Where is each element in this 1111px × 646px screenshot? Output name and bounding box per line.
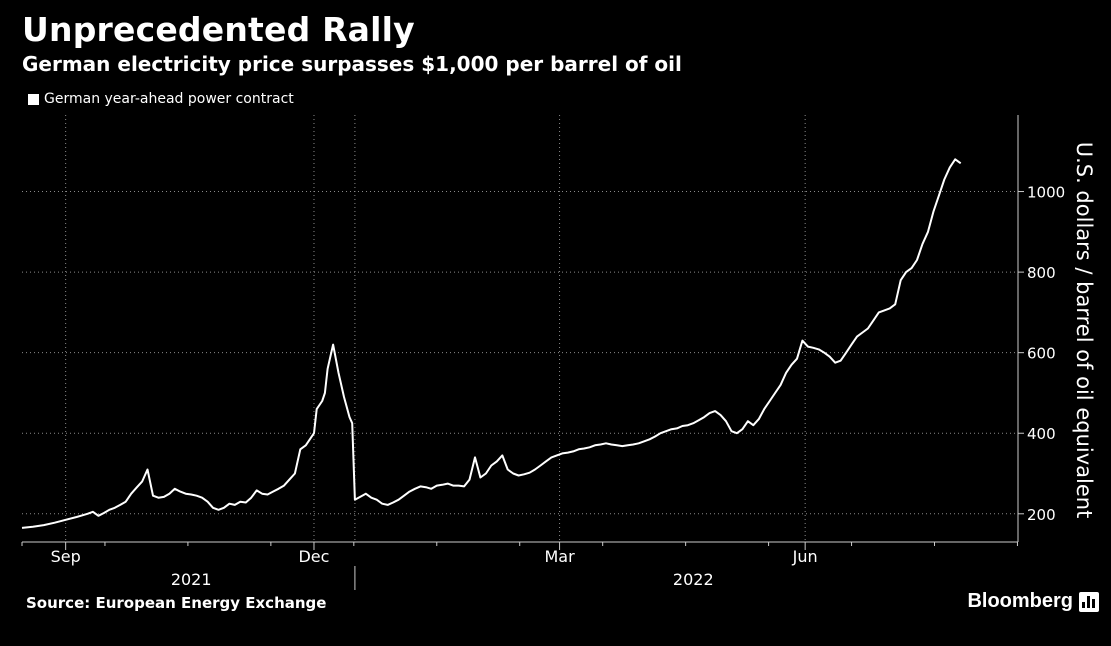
legend-swatch xyxy=(28,93,39,105)
axes: 200 400 600 800 1000 Sep Dec Mar Jun 2021 2022 xyxy=(21,115,1065,590)
y-tick-label: 400 xyxy=(1027,425,1056,443)
y-tick-label: 800 xyxy=(1027,264,1056,282)
brand-name: Bloomberg xyxy=(967,590,1073,612)
year-label: 2022 xyxy=(673,570,714,589)
x-tick-label: Sep xyxy=(51,547,81,566)
legend: German year-ahead power contract xyxy=(28,91,294,107)
y-tick-label: 200 xyxy=(1027,506,1056,524)
year-label: 2021 xyxy=(171,570,212,589)
chart-subtitle: German electricity price surpasses $1,00… xyxy=(22,52,682,76)
series-layer xyxy=(21,158,962,529)
source-note: Source: European Energy Exchange xyxy=(26,594,327,612)
x-tick-label: Dec xyxy=(298,547,329,566)
y-tick-label: 600 xyxy=(1027,345,1056,363)
x-tick-label: Jun xyxy=(792,547,818,566)
bloomberg-chart-icon xyxy=(1079,591,1099,612)
legend-label: German year-ahead power contract xyxy=(44,91,294,107)
y-tick-label: 1000 xyxy=(1027,184,1065,202)
y-axis-label: U.S. dollars / barrel of oil equivalent xyxy=(1072,142,1096,519)
x-tick-label: Mar xyxy=(544,547,575,566)
chart-title: Unprecedented Rally xyxy=(22,10,415,49)
series-line xyxy=(21,158,962,529)
brand-logo: Bloomberg xyxy=(967,590,1099,613)
